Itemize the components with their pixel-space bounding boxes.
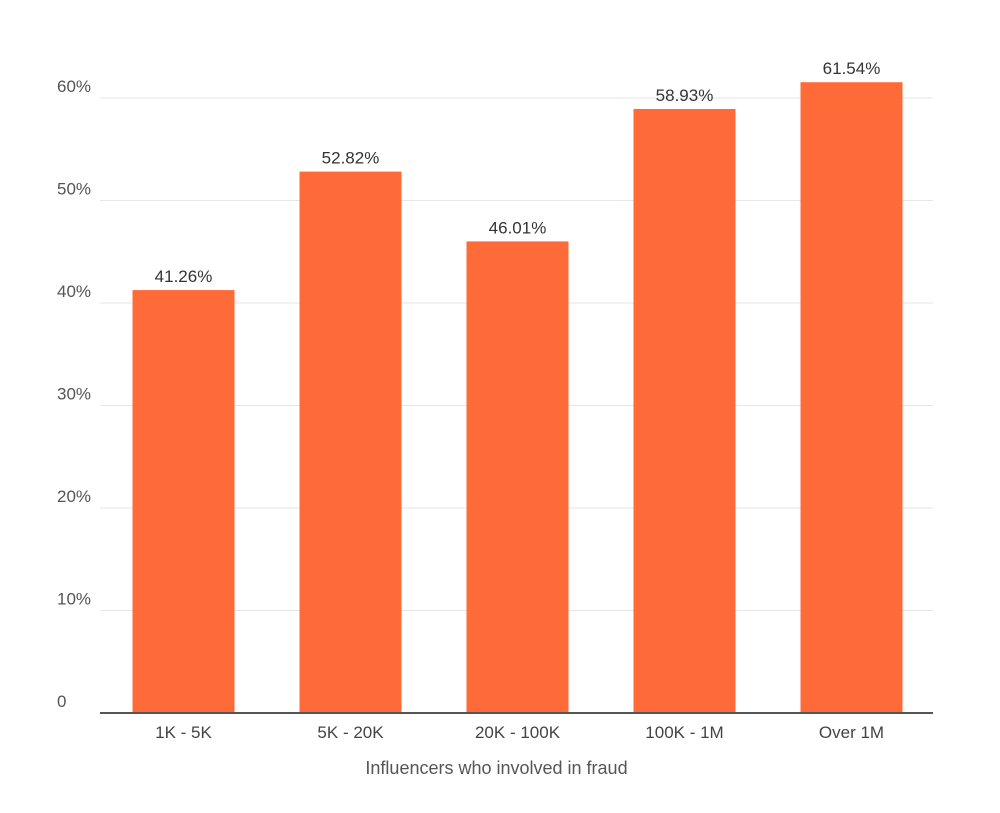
x-tick-label: Over 1M (819, 723, 884, 742)
bar-0 (132, 290, 235, 713)
x-tick-label: 5K - 20K (317, 723, 384, 742)
data-label: 58.93% (656, 86, 714, 105)
x-tick-label: 20K - 100K (475, 723, 561, 742)
data-label: 61.54% (823, 59, 881, 78)
bar-1 (299, 171, 402, 714)
x-axis-ticks: 1K - 5K 5K - 20K 20K - 100K 100K - 1M Over 1… (155, 723, 884, 742)
y-tick-label: 30% (57, 385, 91, 404)
x-axis-title: Influencers who involved in fraud (365, 758, 627, 778)
x-tick-label: 1K - 5K (155, 723, 212, 742)
x-tick-label: 100K - 1M (645, 723, 723, 742)
bar-2 (466, 241, 569, 713)
data-labels: 41.26% 52.82% 46.01% 58.93% 61.54% (155, 59, 881, 286)
y-tick-label: 60% (57, 77, 91, 96)
y-axis-ticks: 0 10% 20% 30% 40% 50% 60% (57, 77, 91, 711)
data-label: 41.26% (155, 267, 213, 286)
y-tick-label: 0 (57, 692, 66, 711)
bar-4 (800, 82, 903, 714)
y-tick-label: 10% (57, 590, 91, 609)
bars (132, 82, 903, 714)
y-tick-label: 20% (57, 487, 91, 506)
data-label: 46.01% (489, 218, 547, 237)
y-tick-label: 50% (57, 180, 91, 199)
bar-3 (633, 108, 736, 713)
data-label: 52.82% (322, 149, 380, 168)
y-tick-label: 40% (57, 282, 91, 301)
